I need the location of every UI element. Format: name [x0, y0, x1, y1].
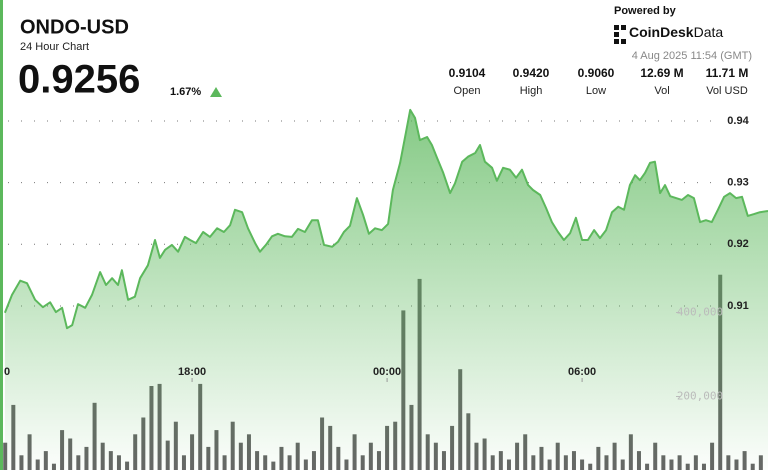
- plot-area: 0.91 0.92 0.93 0.94 200,000 400,000 0 18:00 00:0…: [3, 108, 768, 470]
- stat-label: High: [520, 85, 543, 97]
- timestamp: 4 Aug 2025 11:54 (GMT): [632, 50, 752, 62]
- stats: 0.9104 Open 0.9420 High 0.9060 Low 12.69 M Vol 1…: [449, 66, 749, 97]
- axis-labels: 0.91 0.92 0.93 0.94 200,000 400,000 0 18:00 00:0…: [4, 115, 750, 403]
- brand: CoinDeskData: [629, 24, 723, 40]
- accent-bar: [0, 0, 3, 470]
- y2-tick-label: 200,000: [677, 390, 723, 403]
- x-tick-label: 00:00: [373, 366, 401, 378]
- y-tick-label: 0.93: [727, 177, 748, 189]
- area-fill: [4, 109, 768, 470]
- brand-light: Data: [694, 24, 724, 40]
- x-tick-label: 18:00: [178, 366, 206, 378]
- stat-value: 0.9420: [513, 66, 550, 80]
- x-tick-label: 06:00: [568, 366, 596, 378]
- y-tick-label: 0.91: [727, 300, 748, 312]
- y-tick-label: 0.94: [727, 115, 749, 127]
- price-line: [3, 108, 768, 330]
- price-area: [3, 108, 768, 470]
- price: 0.9256: [18, 58, 140, 102]
- stat-value: 0.9104: [449, 66, 486, 80]
- change: 1.67%: [170, 86, 201, 98]
- brand-icon: [614, 25, 626, 44]
- stat-value: 11.71 M: [706, 66, 749, 80]
- y-tick-label: 0.92: [727, 238, 748, 250]
- x-tick-label: 0: [4, 366, 10, 378]
- stat-label: Vol USD: [706, 85, 748, 97]
- header: ONDO-USD 24 Hour Chart 0.9256 1.67% Powe…: [18, 5, 752, 102]
- up-arrow: [210, 87, 222, 97]
- stat-label: Vol: [654, 85, 669, 97]
- brand-bold: CoinDesk: [629, 24, 694, 40]
- stat-value: 12.69 M: [640, 66, 683, 80]
- stat-value: 0.9060: [578, 66, 615, 80]
- subtitle: 24 Hour Chart: [20, 41, 89, 53]
- stat-label: Open: [454, 85, 481, 97]
- ticker: ONDO-USD: [20, 16, 129, 38]
- y2-tick-label: 400,000: [677, 306, 723, 319]
- stat-label: Low: [586, 85, 606, 97]
- powered-by: Powered by: [614, 5, 677, 17]
